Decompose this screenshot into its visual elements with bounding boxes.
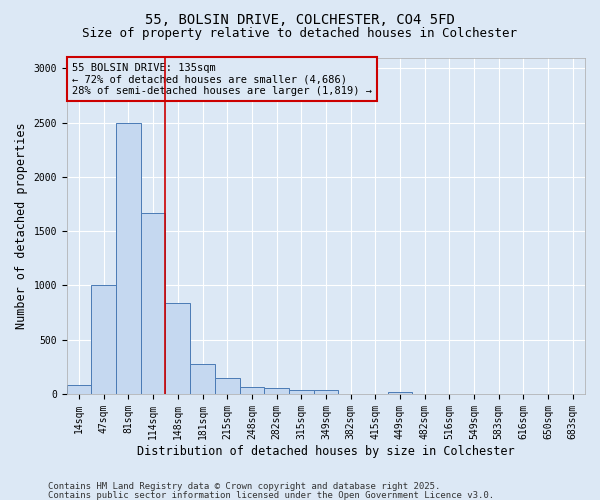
Bar: [91, 285, 116, 394]
Bar: [190, 364, 215, 394]
Bar: [289, 390, 314, 394]
Bar: [314, 390, 338, 394]
Bar: [67, 386, 91, 394]
Bar: [116, 122, 141, 394]
Bar: [166, 303, 190, 394]
Bar: [388, 392, 412, 394]
Text: Contains HM Land Registry data © Crown copyright and database right 2025.: Contains HM Land Registry data © Crown c…: [48, 482, 440, 491]
Bar: [264, 388, 289, 394]
Text: 55, BOLSIN DRIVE, COLCHESTER, CO4 5FD: 55, BOLSIN DRIVE, COLCHESTER, CO4 5FD: [145, 12, 455, 26]
Bar: [215, 378, 239, 394]
Bar: [239, 387, 264, 394]
Text: Size of property relative to detached houses in Colchester: Size of property relative to detached ho…: [83, 28, 517, 40]
Bar: [141, 212, 166, 394]
Text: 55 BOLSIN DRIVE: 135sqm
← 72% of detached houses are smaller (4,686)
28% of semi: 55 BOLSIN DRIVE: 135sqm ← 72% of detache…: [72, 62, 372, 96]
X-axis label: Distribution of detached houses by size in Colchester: Distribution of detached houses by size …: [137, 444, 515, 458]
Y-axis label: Number of detached properties: Number of detached properties: [15, 122, 28, 329]
Text: Contains public sector information licensed under the Open Government Licence v3: Contains public sector information licen…: [48, 490, 494, 500]
